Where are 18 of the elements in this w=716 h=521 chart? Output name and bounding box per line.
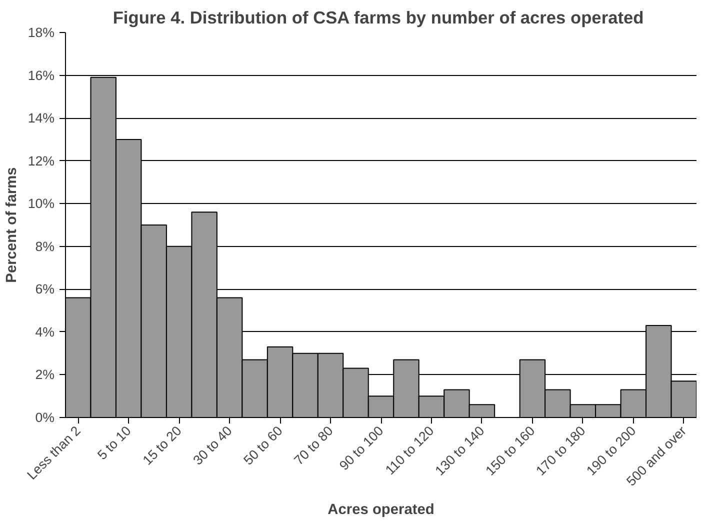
y-tick-label: 10%	[28, 196, 55, 212]
y-tick-label: 2%	[35, 367, 55, 382]
y-tick-label: 14%	[28, 110, 55, 126]
x-tick-label: 15 to 20	[140, 423, 184, 468]
chart-title: Figure 4. Distribution of CSA farms by number of acres operated	[112, 8, 644, 28]
y-tick-label: 16%	[28, 68, 55, 83]
y-tick-label: 12%	[28, 153, 55, 168]
x-tick-label: 30 to 40	[190, 423, 235, 468]
x-tick-label: 5 to 10	[94, 423, 134, 463]
y-tick-label: 8%	[35, 238, 55, 254]
y-tick-label: 6%	[35, 282, 55, 297]
y-tick-label: 0%	[35, 410, 55, 425]
y-axis-title: Percent of farms	[4, 167, 20, 283]
x-tick-label: 50 to 60	[240, 423, 286, 468]
y-tick-label: 18%	[28, 25, 55, 40]
y-tick-label: 4%	[35, 324, 55, 340]
x-axis-title: Acres operated	[328, 502, 434, 518]
x-tick-label: 70 to 80	[291, 423, 336, 468]
